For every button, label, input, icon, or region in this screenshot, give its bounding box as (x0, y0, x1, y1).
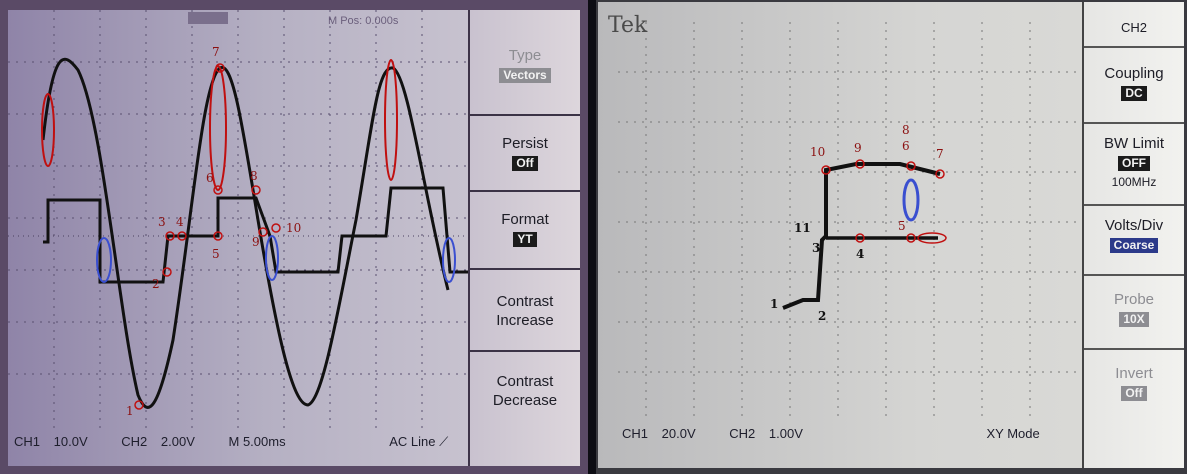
menu-invert[interactable]: Invert Off (1115, 365, 1153, 401)
brand-logo: Tek (608, 13, 648, 38)
point-label: 8 (902, 123, 910, 137)
point-label: 6 (902, 139, 910, 153)
point-label: 8 (250, 169, 258, 183)
point-label: 1 (770, 297, 778, 311)
menu-value: Off (512, 156, 538, 171)
ch2-step-trace (43, 186, 470, 284)
menu-divider (1084, 274, 1184, 276)
point-label: 3 (812, 241, 820, 255)
ch1-label: CH1 (622, 426, 649, 441)
trigger-slope-icon: ⟋ (439, 434, 449, 449)
menu-divider (1084, 204, 1184, 206)
menu-divider (470, 268, 580, 270)
menu-value: Off (1121, 386, 1147, 401)
right-side-menu: CH2 Coupling DC BW Limit OFF 100MHz Volt… (1082, 2, 1184, 468)
red-marker-ellipse (384, 59, 398, 181)
right-status-bar: CH1 20.0V CH2 1.00V XY Mode (622, 426, 1082, 441)
left-waveform-area: 1 2 3 4 5 6 7 8 9 10 M Pos: 0.000s (8, 10, 470, 430)
menu-divider (470, 350, 580, 352)
menu-value: OFF (1118, 156, 1150, 171)
menu-contrast-increase[interactable]: Contrast Increase (496, 293, 554, 329)
ch2-label: CH2 (121, 434, 148, 449)
blue-marker-ellipse (442, 237, 456, 283)
menu-format[interactable]: Format YT (501, 211, 549, 247)
point-label: 1 (126, 404, 134, 418)
point-label: 7 (212, 45, 220, 59)
menu-value: Coarse (1109, 238, 1159, 253)
left-graticule (8, 10, 470, 430)
point-label: 5 (898, 219, 906, 233)
menu-probe[interactable]: Probe 10X (1113, 291, 1155, 327)
menu-persist[interactable]: Persist Off (502, 135, 548, 171)
point-label: 7 (936, 147, 944, 161)
right-oscilloscope: Tek 1 2 3 4 5 6 7 8 9 10 11 CH2 Cou (596, 0, 1187, 474)
ch2-scale: 2.00V (160, 434, 195, 449)
blue-marker-ellipse (96, 237, 112, 283)
right-screen: Tek 1 2 3 4 5 6 7 8 9 10 11 CH2 Cou (598, 2, 1184, 468)
menu-channel-title: CH2 (1120, 20, 1147, 35)
menu-divider (1084, 122, 1184, 124)
left-side-menu: Type Vectors Persist Off Format YT Contr… (468, 10, 580, 466)
trigger-position-marker (188, 12, 228, 24)
point-label: 6 (206, 171, 214, 185)
point-label: 10 (286, 221, 301, 235)
menu-divider (1084, 348, 1184, 350)
menu-coupling[interactable]: Coupling DC (1104, 65, 1164, 101)
menu-divider (470, 190, 580, 192)
trigger-source: AC Line (389, 434, 436, 449)
left-header-text: M Pos: 0.000s (328, 15, 399, 27)
left-oscilloscope: 1 2 3 4 5 6 7 8 9 10 M Pos: 0.000s Type … (0, 0, 588, 474)
ch1-sine-trace (41, 57, 450, 409)
point-label: 9 (854, 141, 862, 155)
ch1-scale: 20.0V (661, 426, 696, 441)
menu-value: YT (513, 232, 537, 247)
blue-marker-ellipse (265, 235, 279, 281)
point-label: 3 (158, 215, 166, 229)
menu-divider (1084, 46, 1184, 48)
red-marker-ellipse (41, 93, 55, 167)
menu-extra: 100MHz (1111, 175, 1157, 189)
menu-value: DC (1121, 86, 1147, 101)
menu-type[interactable]: Type Vectors (470, 46, 580, 84)
menu-bw-limit[interactable]: BW Limit OFF 100MHz (1104, 135, 1164, 189)
point-label: 11 (794, 221, 811, 235)
display-mode: XY Mode (986, 426, 1040, 441)
point-label: 2 (152, 277, 160, 291)
ch2-label: CH2 (729, 426, 756, 441)
right-graticule (618, 22, 1084, 422)
point-label: 2 (818, 309, 826, 323)
point-label: 10 (810, 145, 825, 159)
point-label: 4 (856, 247, 864, 261)
left-status-bar: CH1 10.0V CH2 2.00V M 5.00ms AC Line ⟋ (14, 434, 514, 450)
timebase: M 5.00ms (228, 434, 286, 449)
menu-value: Vectors (499, 68, 551, 83)
xy-trace (782, 162, 941, 310)
red-marker-ellipse (917, 232, 947, 244)
menu-contrast-decrease[interactable]: Contrast Decrease (492, 373, 558, 409)
right-xy-area: Tek 1 2 3 4 5 6 7 8 9 10 11 (608, 13, 1084, 422)
menu-value: 10X (1119, 312, 1149, 327)
red-marker-ellipse (209, 65, 227, 191)
menu-divider (470, 114, 580, 116)
point-label: 9 (252, 235, 260, 249)
ch1-scale: 10.0V (53, 434, 88, 449)
ch1-label: CH1 (14, 434, 41, 449)
ch2-scale: 1.00V (768, 426, 803, 441)
menu-volts-div[interactable]: Volts/Div Coarse (1104, 217, 1164, 253)
blue-marker-ellipse (902, 178, 920, 222)
left-screen: 1 2 3 4 5 6 7 8 9 10 M Pos: 0.000s Type … (8, 10, 580, 466)
point-markers (134, 63, 281, 410)
point-label: 5 (212, 247, 220, 261)
point-label: 4 (176, 215, 184, 229)
point-markers (821, 159, 945, 243)
